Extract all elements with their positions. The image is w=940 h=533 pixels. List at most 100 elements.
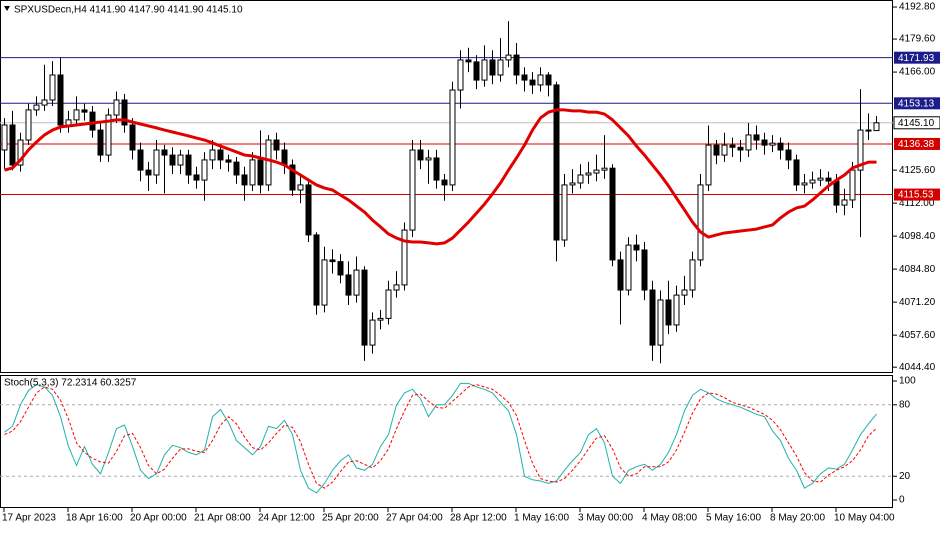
candle-body bbox=[209, 149, 216, 161]
candle-body bbox=[369, 319, 376, 346]
stoch-signal bbox=[4, 384, 877, 489]
candle-body bbox=[121, 99, 128, 126]
candle-body bbox=[401, 229, 408, 286]
candle-body bbox=[601, 167, 608, 171]
candle-body bbox=[297, 184, 304, 191]
candle-body bbox=[113, 99, 120, 116]
candle-body bbox=[281, 149, 288, 166]
x-tick-label: 8 May 20:00 bbox=[770, 513, 825, 524]
y-tick-label: 4166.00 bbox=[899, 67, 936, 78]
level-label-box bbox=[894, 51, 940, 64]
candle-body bbox=[377, 317, 384, 321]
candle-body bbox=[257, 159, 264, 186]
stoch-main bbox=[4, 382, 877, 494]
candle-body bbox=[49, 74, 56, 101]
candle-body bbox=[273, 139, 280, 151]
candle-body bbox=[529, 79, 536, 86]
candle-body bbox=[617, 259, 624, 291]
candle-body bbox=[833, 180, 840, 206]
candle-body bbox=[385, 289, 392, 319]
candle-body bbox=[417, 149, 424, 161]
x-tick-label: 10 May 04:00 bbox=[834, 513, 895, 524]
candle-body bbox=[689, 259, 696, 291]
candle-body bbox=[801, 182, 808, 186]
candle-body bbox=[89, 111, 96, 131]
candle-body bbox=[681, 289, 688, 296]
candle-body bbox=[345, 274, 352, 296]
candle-body bbox=[545, 74, 552, 86]
candle-body bbox=[201, 159, 208, 181]
candle-body bbox=[569, 182, 576, 186]
main-plot bbox=[0, 21, 893, 364]
y-tick-label: 4112.00 bbox=[899, 198, 935, 209]
candle-body bbox=[697, 184, 704, 261]
indicator-tick-label: 20 bbox=[899, 471, 911, 482]
candle-body bbox=[161, 149, 168, 156]
candle-body bbox=[481, 59, 488, 81]
candle-body bbox=[809, 179, 816, 184]
y-tick-label: 4192.80 bbox=[899, 2, 936, 13]
candle-body bbox=[321, 259, 328, 306]
candle-body bbox=[25, 109, 32, 141]
candle-body bbox=[305, 184, 312, 236]
y-tick-label: 4071.20 bbox=[899, 297, 936, 308]
candle-body bbox=[17, 139, 24, 166]
candle-body bbox=[473, 61, 480, 81]
candle-body bbox=[585, 172, 592, 176]
candle-body bbox=[329, 259, 336, 263]
candle-body bbox=[761, 139, 768, 146]
candle-body bbox=[497, 59, 504, 76]
candle-body bbox=[449, 89, 456, 186]
candle-body bbox=[865, 129, 872, 132]
candle-body bbox=[489, 59, 496, 76]
candle-body bbox=[225, 159, 232, 163]
y-tick-label: 4084.80 bbox=[899, 264, 936, 275]
y-tick-label: 4044.40 bbox=[899, 362, 936, 373]
candle-body bbox=[609, 167, 616, 261]
candle-body bbox=[425, 157, 432, 161]
x-tick-label: 1 May 16:00 bbox=[514, 513, 569, 524]
level-label-box bbox=[894, 97, 940, 110]
candle-body bbox=[657, 299, 664, 346]
x-tick-label: 21 Apr 08:00 bbox=[194, 513, 251, 524]
candle-body bbox=[593, 169, 600, 174]
candle-body bbox=[129, 124, 136, 151]
candle-body bbox=[57, 74, 64, 126]
candle-body bbox=[81, 109, 88, 113]
x-tick-label: 17 Apr 2023 bbox=[2, 513, 56, 524]
candle-body bbox=[233, 161, 240, 176]
candle-body bbox=[745, 134, 752, 151]
indicator-title: Stoch(5,3,3) 72.2314 60.3257 bbox=[4, 378, 137, 389]
candle-body bbox=[537, 74, 544, 86]
candle-body bbox=[65, 119, 72, 126]
candle-body bbox=[713, 144, 720, 156]
candle-body bbox=[825, 177, 832, 182]
chart-title: SPXUSDecn,H4 4141.90 4147.90 4141.90 414… bbox=[14, 5, 243, 16]
candle-body bbox=[705, 144, 712, 186]
candle-body bbox=[9, 124, 16, 166]
candle-body bbox=[873, 122, 880, 132]
candle-body bbox=[769, 142, 776, 146]
candle-body bbox=[185, 154, 192, 176]
y-tick-label: 4125.60 bbox=[899, 165, 936, 176]
candle-body bbox=[33, 104, 40, 111]
candle-body bbox=[97, 129, 104, 156]
candle-body bbox=[409, 149, 416, 231]
candle-body bbox=[169, 154, 176, 166]
candle-body bbox=[737, 146, 744, 151]
y-tick-label: 4179.60 bbox=[899, 34, 936, 45]
x-tick-label: 18 Apr 16:00 bbox=[66, 513, 123, 524]
candle-body bbox=[393, 284, 400, 291]
x-tick-label: 3 May 00:00 bbox=[578, 513, 633, 524]
candle-body bbox=[241, 174, 248, 186]
candle-body bbox=[841, 199, 848, 206]
title-icon bbox=[4, 6, 10, 11]
candle-body bbox=[753, 134, 760, 141]
moving-average bbox=[4, 108, 877, 246]
level-label-box bbox=[894, 137, 940, 150]
candle-body bbox=[553, 84, 560, 241]
candle-body bbox=[633, 244, 640, 251]
candle-body bbox=[249, 159, 256, 186]
candle-body bbox=[41, 99, 48, 106]
